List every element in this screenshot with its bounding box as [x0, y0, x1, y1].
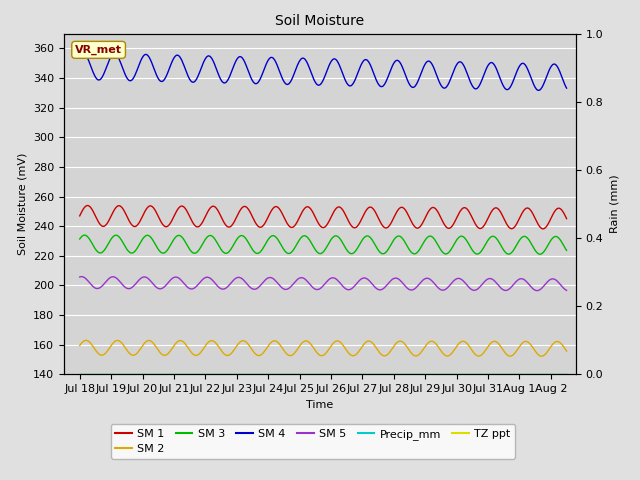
Y-axis label: Soil Moisture (mV): Soil Moisture (mV): [17, 153, 28, 255]
X-axis label: Time: Time: [307, 400, 333, 409]
Legend: SM 1, SM 2, SM 3, SM 4, SM 5, Precip_mm, TZ ppt: SM 1, SM 2, SM 3, SM 4, SM 5, Precip_mm,…: [111, 424, 515, 459]
Y-axis label: Rain (mm): Rain (mm): [609, 175, 619, 233]
Text: VR_met: VR_met: [75, 45, 122, 55]
Title: Soil Moisture: Soil Moisture: [275, 14, 365, 28]
